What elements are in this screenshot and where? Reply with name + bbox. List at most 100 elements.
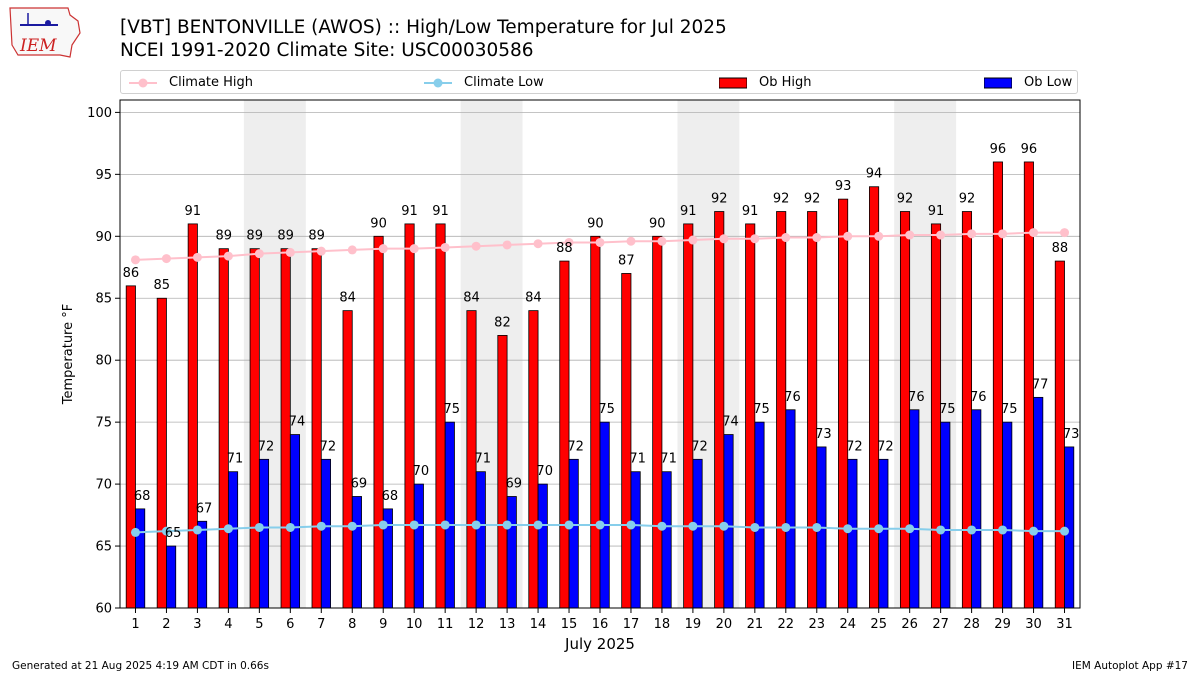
- ob-low-bar: [444, 421, 455, 609]
- ob-low-bar: [599, 421, 610, 609]
- climate-high-point: [812, 233, 822, 243]
- x-tick-label: 8: [348, 617, 356, 632]
- ob-low-label: 71: [629, 452, 646, 467]
- ob-high-label: 91: [185, 204, 202, 219]
- x-tick-label: 15: [561, 617, 578, 632]
- ob-low-bar: [1002, 421, 1013, 609]
- climate-high-point: [316, 246, 326, 256]
- y-tick-label: 85: [95, 292, 112, 307]
- ob-low-label: 70: [536, 464, 553, 479]
- ob-low-bar: [258, 458, 270, 609]
- x-tick-label: 27: [932, 617, 949, 632]
- x-tick-label: 17: [623, 617, 640, 632]
- ob-high-label: 92: [959, 192, 976, 207]
- climate-low-point: [595, 520, 605, 530]
- ob-low-label: 73: [1063, 427, 1080, 442]
- climate-high-point: [564, 237, 574, 247]
- ob-high-bar: [652, 235, 663, 609]
- x-tick-label: 4: [224, 617, 232, 632]
- ob-low-bar: [661, 471, 672, 609]
- climate-low-point: [1029, 526, 1039, 536]
- ob-high-label: 92: [804, 192, 821, 207]
- ob-high-bar: [373, 235, 384, 609]
- climate-high-point: [1029, 228, 1039, 238]
- ob-high-label: 84: [463, 291, 480, 306]
- ob-low-label: 68: [382, 489, 399, 504]
- x-axis-label: July 2025: [564, 635, 635, 653]
- ob-high-label: 94: [866, 167, 883, 182]
- ob-low-label: 72: [846, 439, 863, 454]
- climate-high-point: [533, 239, 543, 249]
- climate-high-point: [223, 251, 233, 261]
- climate-high-point: [347, 245, 357, 255]
- ob-high-label: 96: [1021, 142, 1038, 157]
- x-tick-label: 13: [499, 617, 516, 632]
- climate-low-point: [657, 521, 667, 531]
- ob-low-label: 69: [351, 476, 368, 491]
- climate-low-point: [998, 525, 1008, 535]
- ob-high-bar: [342, 310, 353, 609]
- y-tick-label: 90: [95, 230, 112, 245]
- ob-low-bar: [754, 421, 765, 609]
- x-tick-label: 30: [1025, 617, 1042, 632]
- ob-high-bar: [621, 273, 632, 609]
- ob-low-bar: [940, 421, 951, 609]
- ob-high-bar: [683, 223, 694, 609]
- ob-high-label: 89: [308, 229, 325, 244]
- climate-low-point: [316, 521, 326, 531]
- x-tick-label: 24: [839, 617, 856, 632]
- ob-high-bar: [249, 248, 260, 609]
- ob-high-label: 93: [835, 179, 852, 194]
- ob-low-bar: [785, 409, 796, 609]
- x-tick-label: 22: [778, 617, 795, 632]
- climate-high-point: [998, 229, 1008, 239]
- climate-low-point: [192, 525, 202, 535]
- climate-high-point: [750, 234, 760, 244]
- y-axis-label: Temperature °F: [61, 304, 76, 405]
- climate-low-point: [1060, 526, 1070, 536]
- y-tick-label: 75: [95, 416, 112, 431]
- ob-low-bar: [1033, 396, 1044, 609]
- ob-low-bar: [971, 409, 982, 609]
- ob-low-label: 72: [567, 439, 584, 454]
- x-tick-label: 12: [468, 617, 485, 632]
- ob-low-label: 65: [165, 526, 182, 541]
- x-tick-label: 23: [809, 617, 826, 632]
- climate-high-point: [502, 240, 512, 250]
- ob-high-bar: [961, 211, 973, 609]
- ob-low-label: 72: [320, 439, 337, 454]
- ob-high-bar: [528, 310, 539, 609]
- ob-low-bar: [320, 458, 331, 609]
- climate-low-point: [936, 525, 946, 535]
- ob-high-bar: [590, 235, 601, 609]
- ob-low-label: 72: [691, 439, 708, 454]
- ob-low-label: 74: [289, 415, 306, 430]
- ob-low-label: 75: [753, 402, 770, 417]
- app-id: IEM Autoplot App #17: [1072, 660, 1188, 672]
- legend-ob-high-label: Ob High: [759, 75, 812, 90]
- ob-low-bar: [847, 458, 858, 609]
- ob-high-label: 92: [897, 192, 914, 207]
- x-tick-label: 28: [963, 617, 980, 632]
- ob-high-bar: [559, 260, 570, 609]
- ob-high-label: 87: [618, 253, 635, 268]
- ob-high-label: 91: [928, 204, 945, 219]
- climate-low-point: [285, 522, 295, 532]
- ob-high-label: 90: [587, 216, 604, 231]
- ob-high-bar: [125, 285, 136, 609]
- x-tick-label: 10: [406, 617, 423, 632]
- ob-high-bar: [156, 297, 167, 609]
- climate-low-point: [533, 520, 543, 530]
- ob-high-bar: [714, 211, 725, 609]
- ob-low-bar: [568, 458, 579, 609]
- x-tick-label: 16: [592, 617, 609, 632]
- climate-low-point: [502, 520, 512, 530]
- climate-high-point: [595, 237, 605, 247]
- x-tick-label: 3: [193, 617, 201, 632]
- climate-high-point: [967, 229, 977, 239]
- climate-high-point: [285, 247, 295, 257]
- y-tick-label: 80: [95, 354, 112, 369]
- climate-low-point: [471, 520, 481, 530]
- legend-climate-high-swatch: [129, 78, 157, 88]
